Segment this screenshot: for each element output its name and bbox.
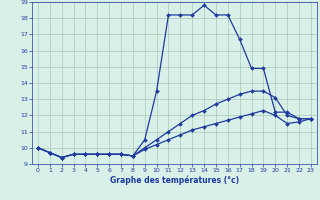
X-axis label: Graphe des températures (°c): Graphe des températures (°c) — [110, 176, 239, 185]
